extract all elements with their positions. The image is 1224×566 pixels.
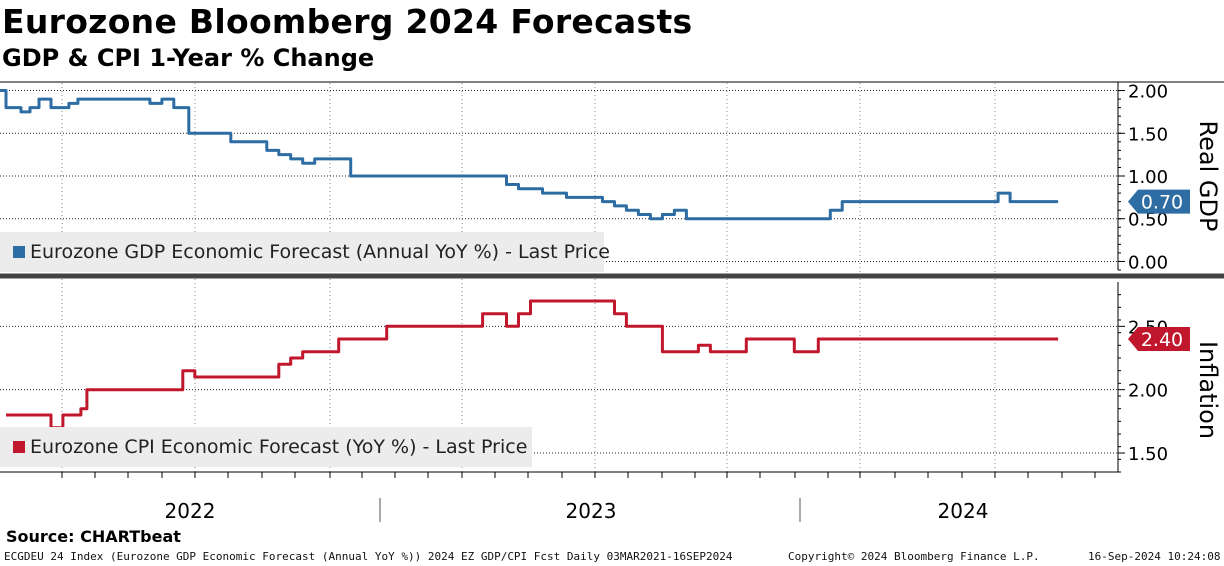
gdp-series-line <box>0 89 1059 221</box>
y-tick-label: 0.00 <box>1128 252 1168 273</box>
cpi-legend-box <box>0 427 532 467</box>
y-axis-title: Real GDP <box>1194 121 1222 232</box>
cpi-last-value-label: 2.40 <box>1141 329 1183 351</box>
gdp-last-value-label: 0.70 <box>1141 192 1183 214</box>
gdp-legend-label: Eurozone GDP Economic Forecast (Annual Y… <box>30 241 610 263</box>
last-value-layer: 0.70 2.40 <box>1128 189 1190 351</box>
footer-index-info: ECGDEU 24 Index (Eurozone GDP Economic F… <box>4 550 733 563</box>
footer-copyright: Copyright© 2024 Bloomberg Finance L.P. <box>788 550 1040 563</box>
cpi-legend-label: Eurozone CPI Economic Forecast (YoY %) -… <box>30 436 527 458</box>
series-layer <box>0 89 1059 430</box>
legend-layer: Eurozone GDP Economic Forecast (Annual Y… <box>0 232 610 467</box>
gdp-legend-box <box>0 232 604 272</box>
cpi-last-value-badge <box>1128 327 1190 351</box>
cpi-legend-swatch <box>13 441 25 453</box>
cpi-series-line <box>6 299 1059 430</box>
y-tick-label: 2.00 <box>1128 82 1168 103</box>
chart-subtitle: GDP & CPI 1-Year % Change <box>2 44 375 72</box>
y-tick-label: 1.50 <box>1128 124 1168 145</box>
footer-timestamp: 16-Sep-2024 10:24:08 <box>1088 550 1221 563</box>
x-year-label: 2022 <box>165 499 216 523</box>
y-axis-title: Inflation <box>1194 341 1222 439</box>
gdp-last-value-badge <box>1128 189 1190 214</box>
gdp-legend-swatch <box>13 246 25 258</box>
x-year-label: 2023 <box>566 499 617 523</box>
y-tick-label: 0.50 <box>1128 210 1168 231</box>
chart-title: Eurozone Bloomberg 2024 Forecasts <box>2 2 693 41</box>
y-tick-label: 1.50 <box>1128 444 1168 465</box>
x-year-label: 2024 <box>938 499 989 523</box>
y-tick-label: 1.00 <box>1128 167 1168 188</box>
y-tick-label: 2.00 <box>1128 381 1168 402</box>
source-note: Source: CHARTbeat <box>6 527 181 546</box>
